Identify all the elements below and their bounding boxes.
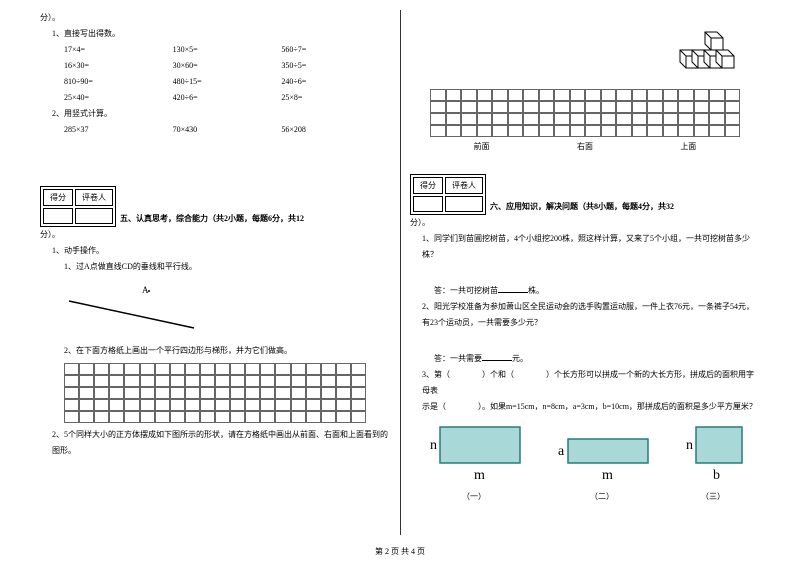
- rect-item: a m （二）: [550, 435, 654, 502]
- math-row: 285×37 70×430 56×208: [40, 122, 390, 138]
- math-cell: 240÷6=: [281, 74, 390, 90]
- r-q1: 1、同学们到苗圃挖树苗，4个小组挖200株，照这样计算，又来了5个小组，一共可挖…: [410, 231, 760, 263]
- rect-number: （三）: [678, 491, 748, 502]
- svg-text:a: a: [558, 444, 565, 459]
- math-cell: 480÷15=: [173, 74, 282, 90]
- math-row: 16×30= 30×60= 350÷5=: [40, 58, 390, 74]
- r-q2: 2、阳光学校准备为参加萧山区全民运动会的选手购置运动服，一件上衣76元，一条裤子…: [410, 299, 760, 331]
- r-a1: 答：一共可挖树苗 株。: [410, 283, 760, 299]
- a2-suffix: 元。: [512, 354, 528, 363]
- q51: 1、动手操作。: [40, 243, 390, 259]
- r-q3a: 3、第（ ）个和（ ）个长方形可以拼成一个新的大长方形，拼成后的面积用字母表: [410, 367, 760, 399]
- point-a-label: A: [142, 285, 149, 295]
- fen-suffix: 分）。: [410, 215, 760, 231]
- view-label: 前面: [474, 141, 490, 152]
- view-label: 右面: [577, 141, 593, 152]
- column-divider: [400, 10, 401, 535]
- math-cell: 350÷5=: [281, 58, 390, 74]
- rect-number: （一）: [422, 491, 526, 502]
- answer-grid-2: [430, 89, 740, 137]
- answer-grid-1: [64, 363, 366, 423]
- score-hdr: 评卷人: [75, 189, 113, 206]
- rect-item: n b （三）: [678, 423, 748, 502]
- right-column: 前面 右面 上面 得分评卷人 六、应用知识，解决问题（共8小题，每题4分，共32…: [410, 10, 760, 540]
- q52: 2、5个同样大小的正方体摆成如下图所示的形状，请在方格纸中画出从前面、右面和上面…: [40, 427, 390, 459]
- line-diagram: A: [64, 283, 366, 335]
- math-cell: 70×430: [173, 122, 282, 138]
- view-label: 上面: [680, 141, 696, 152]
- view-labels: 前面 右面 上面: [430, 141, 740, 152]
- r-q3b: 示是（ ）。如果m=15cm，n=8cm，a=3cm，b=10cm，那拼成后的面…: [410, 399, 760, 415]
- q512: 2、在下面方格纸上画出一个平行四边形与梯形，并为它们做高。: [40, 343, 390, 359]
- svg-text:b: b: [713, 468, 720, 483]
- svg-text:n: n: [686, 438, 693, 453]
- score-box: 得分评卷人: [410, 174, 486, 215]
- math-cell: 16×30=: [64, 58, 173, 74]
- math-cell: 17×4=: [64, 42, 173, 58]
- math-row: 810÷90= 480÷15= 240÷6=: [40, 74, 390, 90]
- blank-field[interactable]: [498, 283, 528, 293]
- q1-label: 1、直接写出得数。: [40, 26, 390, 42]
- r-a2: 答：一共需要 元。: [410, 351, 760, 367]
- rectangles-row: n m （一） a m （二） n b （三）: [410, 423, 760, 502]
- a1-prefix: 答：一共可挖树苗: [434, 286, 498, 295]
- math-row: 17×4= 130×5= 560÷7=: [40, 42, 390, 58]
- score-hdr: 得分: [43, 189, 73, 206]
- page-footer: 第 2 页 共 4 页: [0, 546, 800, 557]
- a1-suffix: 株。: [528, 286, 544, 295]
- rect-number: （二）: [550, 491, 654, 502]
- svg-text:n: n: [430, 438, 437, 453]
- cubes-diagram: [660, 30, 740, 90]
- math-cell: 130×5=: [173, 42, 282, 58]
- math-row: 25×40= 420÷6= 25×8=: [40, 90, 390, 106]
- svg-text:m: m: [602, 468, 613, 483]
- q2-label: 2、用竖式计算。: [40, 106, 390, 122]
- math-cell: 56×208: [281, 122, 390, 138]
- fen-suffix: 分）。: [40, 227, 390, 243]
- score-box: 得分评卷人: [40, 186, 116, 227]
- math-cell: 25×40=: [64, 90, 173, 106]
- math-cell: 30×60=: [173, 58, 282, 74]
- math-cell: 810÷90=: [64, 74, 173, 90]
- q511: 1、过A点做直线CD的垂线和平行线。: [40, 259, 390, 275]
- math-cell: 25×8=: [281, 90, 390, 106]
- fen-suffix-top: 分）。: [40, 10, 390, 26]
- score-hdr: 评卷人: [445, 177, 483, 194]
- math-cell: 560÷7=: [281, 42, 390, 58]
- blank-field[interactable]: [482, 351, 512, 361]
- svg-text:m: m: [474, 468, 485, 483]
- rect-item: n m （一）: [422, 423, 526, 502]
- left-column: 分）。 1、直接写出得数。 17×4= 130×5= 560÷7= 16×30=…: [40, 10, 390, 540]
- a2-prefix: 答：一共需要: [434, 354, 482, 363]
- score-hdr: 得分: [413, 177, 443, 194]
- math-cell: 420÷6=: [173, 90, 282, 106]
- math-cell: 285×37: [64, 122, 173, 138]
